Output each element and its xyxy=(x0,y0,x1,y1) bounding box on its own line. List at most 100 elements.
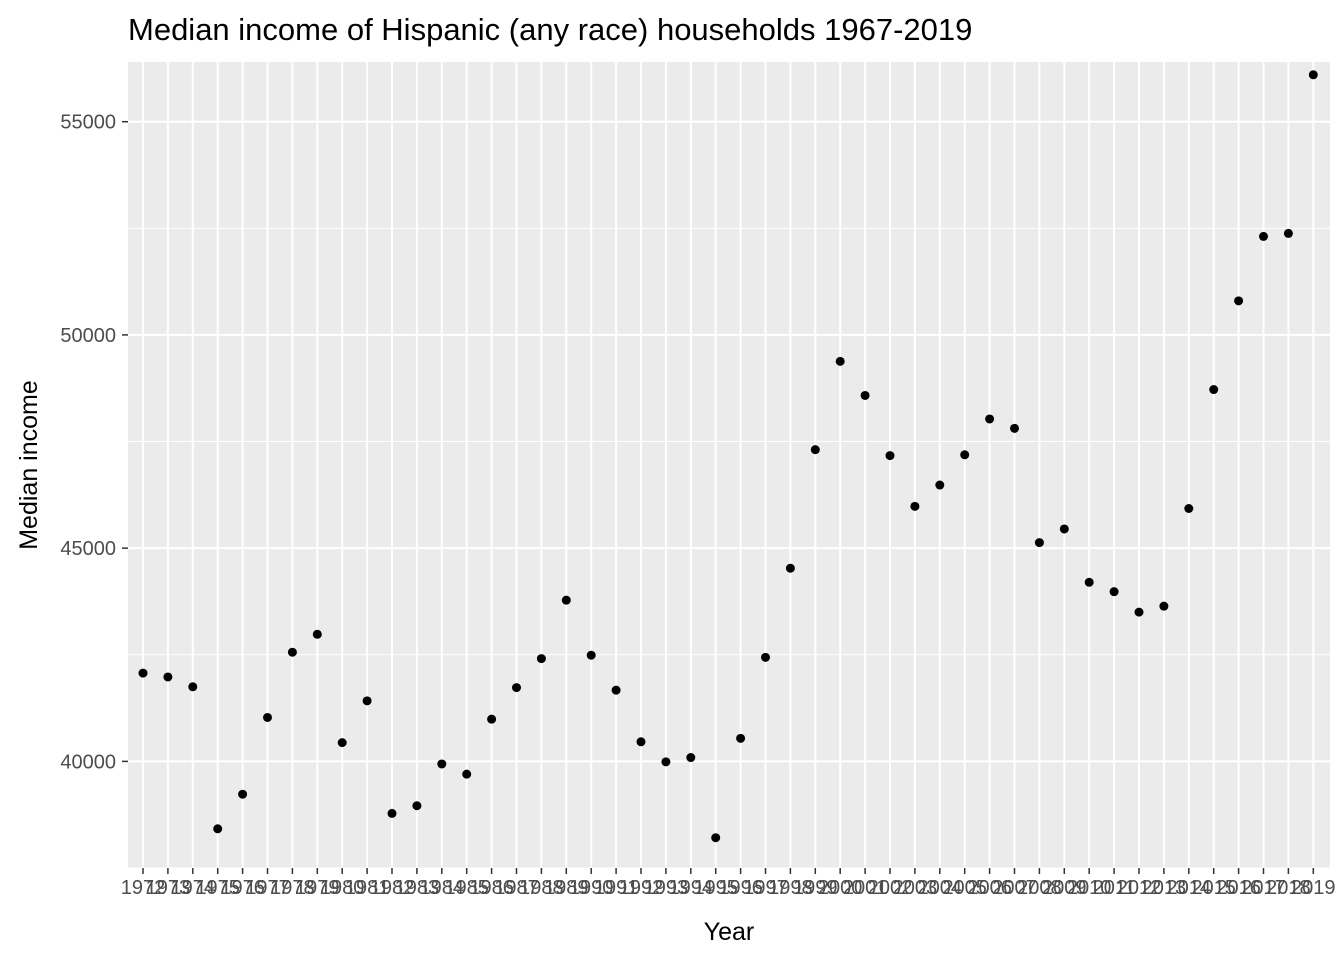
x-tick-label: 1984 xyxy=(420,877,465,899)
x-tick-label: 1998 xyxy=(768,877,813,899)
x-tick-label: 2008 xyxy=(1017,877,1062,899)
data-point xyxy=(785,563,795,573)
data-point xyxy=(263,712,272,722)
x-tick-label: 2009 xyxy=(1042,877,1087,899)
data-point xyxy=(661,757,671,767)
x-tick-label: 2016 xyxy=(1216,877,1261,899)
data-point xyxy=(536,654,546,664)
plot-panel xyxy=(128,62,1330,868)
y-axis-title: Median income xyxy=(15,380,43,550)
data-point xyxy=(1209,385,1219,395)
x-tick-label: 1992 xyxy=(619,877,664,899)
y-tick-label: 45000 xyxy=(60,538,116,560)
data-point xyxy=(736,733,746,743)
x-tick-label: 1997 xyxy=(743,877,788,899)
x-tick-label: 1976 xyxy=(220,877,265,899)
data-point xyxy=(337,738,347,748)
y-tick-label: 55000 xyxy=(60,112,116,134)
x-tick-label: 2004 xyxy=(918,877,963,899)
data-point xyxy=(462,769,472,779)
x-tick-label: 1980 xyxy=(320,877,365,899)
x-tick-label: 1985 xyxy=(444,877,489,899)
y-tick-label: 40000 xyxy=(60,751,116,773)
x-tick-label: 1975 xyxy=(195,877,240,899)
x-tick-label: 1999 xyxy=(793,877,838,899)
data-point xyxy=(238,789,248,799)
x-tick-label: 1979 xyxy=(295,877,340,899)
data-point xyxy=(935,480,945,490)
data-point xyxy=(561,595,571,605)
data-point xyxy=(611,685,621,695)
data-point xyxy=(910,501,920,511)
data-point xyxy=(287,647,297,657)
data-point xyxy=(188,682,198,692)
x-tick-label: 2013 xyxy=(1142,877,1187,899)
data-point xyxy=(1283,228,1293,238)
x-tick-label: 1983 xyxy=(395,877,440,899)
x-tick-label: 2014 xyxy=(1167,877,1212,899)
x-tick-label: 1982 xyxy=(370,877,415,899)
x-tick-label: 2003 xyxy=(893,877,938,899)
data-point xyxy=(512,683,521,693)
data-point xyxy=(810,445,820,455)
data-point xyxy=(412,801,422,811)
data-point xyxy=(1134,607,1144,617)
x-tick-label: 1995 xyxy=(693,877,738,899)
x-axis: 1972197319741975197619771978197919801981… xyxy=(121,868,1336,899)
x-tick-label: 2006 xyxy=(967,877,1012,899)
x-tick-label: 2015 xyxy=(1191,877,1236,899)
x-tick-label: 1996 xyxy=(718,877,763,899)
data-point xyxy=(1234,296,1244,306)
data-point xyxy=(1034,538,1044,548)
data-point xyxy=(163,672,173,682)
data-point xyxy=(1059,524,1069,534)
x-tick-label: 1981 xyxy=(345,877,390,899)
data-point xyxy=(885,451,895,461)
data-point xyxy=(1084,577,1094,587)
data-point xyxy=(1159,601,1169,611)
x-axis-title: Year xyxy=(704,918,755,946)
x-tick-label: 2018 xyxy=(1266,877,1311,899)
data-point xyxy=(636,737,646,747)
x-tick-label: 1989 xyxy=(544,877,589,899)
x-tick-label: 1987 xyxy=(494,877,539,899)
data-point xyxy=(362,696,372,706)
data-point xyxy=(312,629,322,639)
x-tick-label: 2010 xyxy=(1067,877,1112,899)
data-point xyxy=(835,356,845,366)
x-tick-label: 1978 xyxy=(270,877,315,899)
x-tick-label: 2001 xyxy=(843,877,888,899)
x-tick-label: 2007 xyxy=(992,877,1037,899)
data-point xyxy=(1010,423,1019,433)
x-tick-label: 1986 xyxy=(469,877,514,899)
x-tick-label: 1994 xyxy=(669,877,714,899)
data-point xyxy=(213,824,223,834)
x-tick-label: 1974 xyxy=(171,877,216,899)
data-point xyxy=(1184,503,1194,513)
data-point xyxy=(686,753,696,763)
data-point xyxy=(1259,231,1268,241)
data-point xyxy=(985,414,995,424)
x-tick-label: 2017 xyxy=(1241,877,1286,899)
data-point xyxy=(860,390,870,400)
x-tick-label: 2019 xyxy=(1291,877,1336,899)
data-point xyxy=(761,652,770,662)
x-tick-label: 1977 xyxy=(245,877,290,899)
data-point xyxy=(487,714,497,724)
y-axis: 40000 45000 50000 55000 xyxy=(60,112,128,773)
grid-lines xyxy=(128,62,1330,869)
x-tick-label: 2012 xyxy=(1117,877,1162,899)
data-point xyxy=(387,808,397,818)
x-tick-label: 2000 xyxy=(818,877,863,899)
x-tick-label: 2005 xyxy=(942,877,987,899)
x-tick-label: 1990 xyxy=(569,877,614,899)
data-point xyxy=(437,759,447,769)
data-point xyxy=(1308,70,1318,80)
data-point xyxy=(138,668,148,678)
x-tick-label: 2002 xyxy=(868,877,913,899)
data-points xyxy=(138,70,1318,843)
data-point xyxy=(711,833,721,843)
data-point xyxy=(960,450,970,460)
data-point xyxy=(586,650,596,660)
